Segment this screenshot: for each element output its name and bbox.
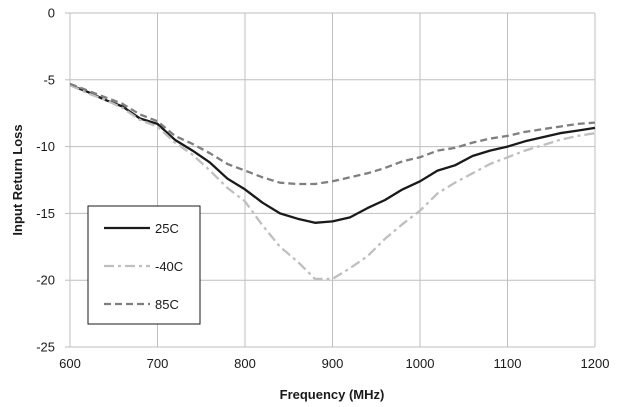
series-line-85C <box>69 82 596 186</box>
series-line-25C <box>69 84 596 224</box>
legend-label-85C: 85C <box>155 297 179 312</box>
x-tick-label: 900 <box>322 356 344 371</box>
y-tick-label: -10 <box>36 139 55 154</box>
legend-label--40C: -40C <box>155 259 183 274</box>
x-tick-label: 700 <box>147 356 169 371</box>
legend-label-25C: 25C <box>155 221 179 236</box>
series-layer <box>69 82 596 281</box>
x-tick-label: 1200 <box>581 356 610 371</box>
y-tick-label: -25 <box>36 340 55 355</box>
y-tick-label: -15 <box>36 206 55 221</box>
y-tick-label: -20 <box>36 273 55 288</box>
x-tick-label: 800 <box>234 356 256 371</box>
y-tick-label: 0 <box>48 6 55 21</box>
x-tick-label: 1100 <box>494 356 522 371</box>
y-axis-title: Input Return Loss <box>10 124 25 235</box>
x-axis-title: Frequency (MHz) <box>280 387 385 402</box>
tick-labels: 600 700 800 900 1000 1100 1200 0 -5 -10 -15 -20 -25 <box>36 6 609 372</box>
legend: 25C -40C 85C <box>87 205 201 325</box>
y-tick-label: -5 <box>43 72 55 87</box>
x-tick-label: 600 <box>59 356 81 371</box>
x-tick-label: 1000 <box>406 356 435 371</box>
series-line--40C <box>69 84 596 281</box>
